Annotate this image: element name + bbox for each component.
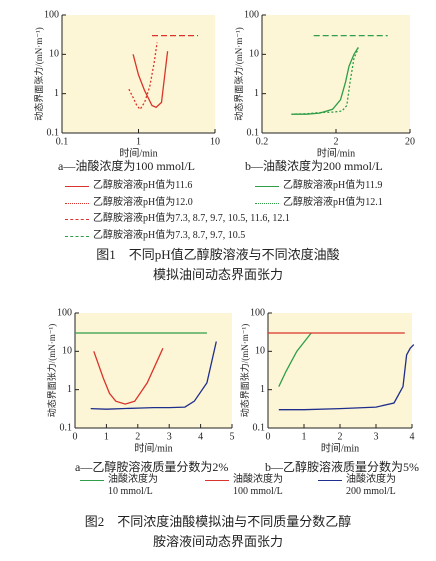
legend-swatch bbox=[205, 480, 229, 481]
y-tick-label: 100 bbox=[57, 307, 72, 318]
x-axis-label: 时间/min bbox=[317, 146, 355, 159]
y-axis-label: 动态界面张力/(mN·m⁻¹) bbox=[233, 27, 244, 120]
y-tick-label: 10 bbox=[249, 49, 259, 60]
y-tick-label: 100 bbox=[244, 9, 259, 20]
x-tick-label: 3 bbox=[374, 431, 379, 442]
y-tick-label: 0.1 bbox=[60, 422, 73, 433]
figure-title: 图2 不同浓度油酸模拟油与不同质量分数乙醇 胺溶液间动态界面张力 bbox=[84, 514, 352, 549]
y-tick-label: 1 bbox=[260, 384, 265, 395]
legend-label: 油酸浓度为 10 mmol/L bbox=[108, 474, 158, 497]
legend-label: 乙醇胺溶液pH值为11.6 bbox=[93, 180, 193, 191]
x-tick-label: 5 bbox=[230, 431, 235, 442]
chart-caption: a—乙醇胺溶液质量分数为2% bbox=[75, 460, 229, 474]
plot-area bbox=[262, 15, 410, 133]
x-tick-label: 4 bbox=[198, 431, 203, 442]
x-tick-label: 3 bbox=[167, 431, 172, 442]
x-tick-label: 2 bbox=[334, 136, 339, 147]
legend-entry: 油酸浓度为 10 mmol/L bbox=[80, 474, 158, 498]
chart-caption: b—油酸浓度为200 mmol/L bbox=[245, 159, 383, 173]
x-tick-label: 1 bbox=[136, 136, 141, 147]
legend-label: 乙醇胺溶液pH值为11.9 bbox=[283, 180, 383, 191]
y-tick-label: 1 bbox=[54, 88, 59, 99]
x-tick-label: 2 bbox=[135, 431, 140, 442]
x-tick-label: 0 bbox=[73, 431, 78, 442]
legend-entry: 乙醇胺溶液pH值为7.3, 8.7, 9.7, 10.5 bbox=[65, 230, 245, 242]
y-tick-label: 0.1 bbox=[247, 127, 260, 138]
legend-entry: 乙醇胺溶液pH值为11.9 bbox=[255, 180, 382, 192]
y-tick-label: 0.1 bbox=[47, 127, 60, 138]
legend-entry: 乙醇胺溶液pH值为7.3, 8.7, 9.7, 10.5, 11.6, 12.1 bbox=[65, 213, 290, 225]
legend-swatch bbox=[255, 186, 279, 187]
y-tick-label: 100 bbox=[250, 307, 265, 318]
x-tick-label: 0.1 bbox=[56, 136, 69, 147]
y-tick-label: 1 bbox=[254, 88, 259, 99]
figure-title: 图1 不同pH值乙醇胺溶液与不同浓度油酸 模拟油间动态界面张力 bbox=[96, 247, 340, 282]
y-axis-label: 动态界面张力/(mN·m⁻¹) bbox=[46, 324, 57, 417]
legend-label: 乙醇胺溶液pH值为12.1 bbox=[283, 197, 383, 208]
x-tick-label: 2 bbox=[338, 431, 343, 442]
x-tick-label: 1 bbox=[302, 431, 307, 442]
y-tick-label: 10 bbox=[62, 346, 72, 357]
y-axis-label: 动态界面张力/(mN·m⁻¹) bbox=[239, 324, 250, 417]
series-line bbox=[132, 51, 169, 109]
x-tick-label: 10 bbox=[210, 136, 220, 147]
legend-swatch bbox=[255, 203, 279, 204]
y-tick-label: 0.1 bbox=[253, 422, 266, 433]
series-line bbox=[90, 341, 217, 410]
y-axis-label: 动态界面张力/(mN·m⁻¹) bbox=[33, 27, 44, 120]
legend-entry: 油酸浓度为 200 mmol/L bbox=[318, 474, 396, 498]
legend-entry: 乙醇胺溶液pH值为12.0 bbox=[65, 197, 193, 209]
legend-label: 乙醇胺溶液pH值为7.3, 8.7, 9.7, 10.5, 11.6, 12.1 bbox=[93, 213, 290, 224]
series-line bbox=[93, 348, 164, 405]
legend-label: 乙醇胺溶液pH值为12.0 bbox=[93, 197, 193, 208]
x-tick-label: 0.2 bbox=[256, 136, 269, 147]
chart-caption: a—油酸浓度为100 mmol/L bbox=[58, 159, 195, 173]
y-tick-label: 10 bbox=[255, 346, 265, 357]
legend-entry: 乙醇胺溶液pH值为12.1 bbox=[255, 197, 383, 209]
y-tick-label: 10 bbox=[49, 49, 59, 60]
x-tick-label: 20 bbox=[405, 136, 415, 147]
legend-swatch bbox=[65, 203, 89, 204]
series-line bbox=[278, 344, 415, 411]
legend-swatch bbox=[65, 186, 89, 187]
x-axis-label: 时间/min bbox=[321, 441, 359, 454]
legend-swatch bbox=[65, 236, 89, 237]
chart-caption: b—乙醇胺溶液质量分数为5% bbox=[265, 460, 419, 474]
series-line bbox=[291, 47, 359, 115]
legend-swatch bbox=[65, 219, 89, 220]
legend-label: 油酸浓度为 200 mmol/L bbox=[346, 474, 396, 497]
x-axis-label: 时间/min bbox=[119, 146, 157, 159]
series-line bbox=[278, 332, 312, 387]
x-tick-label: 4 bbox=[410, 431, 415, 442]
legend-entry: 油酸浓度为 100 mmol/L bbox=[205, 474, 283, 498]
y-tick-label: 100 bbox=[44, 9, 59, 20]
legend-swatch bbox=[80, 480, 104, 481]
plot-area bbox=[268, 313, 412, 428]
legend-entry: 乙醇胺溶液pH值为11.6 bbox=[65, 180, 192, 192]
legend-label: 乙醇胺溶液pH值为7.3, 8.7, 9.7, 10.5 bbox=[93, 230, 246, 241]
x-axis-label: 时间/min bbox=[134, 441, 172, 454]
x-tick-label: 0 bbox=[266, 431, 271, 442]
y-tick-label: 1 bbox=[67, 384, 72, 395]
legend-label: 油酸浓度为 100 mmol/L bbox=[233, 474, 283, 497]
legend-swatch bbox=[318, 480, 342, 481]
x-tick-label: 1 bbox=[104, 431, 109, 442]
